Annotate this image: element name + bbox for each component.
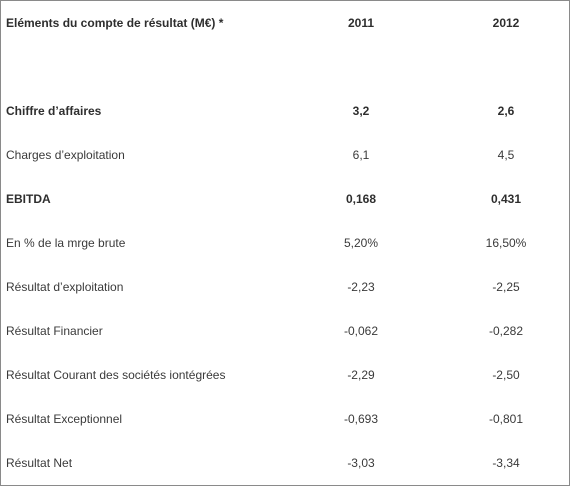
row-label: EBITDA	[6, 192, 51, 206]
row-value-2011: 6,1	[352, 148, 370, 162]
row-value-2011: 0,168	[345, 192, 377, 206]
table-row: Résultat Net -3,03 -3,34	[1, 453, 569, 473]
row-value-2012: 2,6	[497, 104, 515, 118]
row-value-2011: -0,693	[343, 412, 379, 426]
row-label: Charges d’exploitation	[6, 148, 125, 162]
row-label: Résultat Financier	[6, 324, 103, 338]
table-row: Résultat Exceptionnel -0,693 -0,801	[1, 409, 569, 429]
row-value-2011: -3,03	[347, 456, 375, 470]
row-value-2011: -2,23	[347, 280, 375, 294]
row-value-2012: 0,431	[490, 192, 522, 206]
table-row: Chiffre d’affaires 3,2 2,6	[1, 101, 569, 121]
table-row: Résultat Courant des sociétés iontégrées…	[1, 365, 569, 385]
row-value-2011: -0,062	[343, 324, 379, 338]
row-value-2012: -3,34	[492, 456, 520, 470]
table-header-row: Eléments du compte de résultat (M€) * 20…	[1, 13, 569, 33]
row-label: Résultat d’exploitation	[6, 280, 124, 294]
header-year-2012: 2012	[492, 16, 520, 30]
row-label: Résultat Exceptionnel	[6, 412, 123, 426]
header-label: Eléments du compte de résultat (M€) *	[6, 16, 224, 30]
table-row: En % de la mrge brute 5,20% 16,50%	[1, 233, 569, 253]
table-row: Charges d’exploitation 6,1 4,5	[1, 145, 569, 165]
row-value-2012: 16,50%	[485, 236, 527, 250]
row-value-2012: -2,25	[492, 280, 520, 294]
table-row: EBITDA 0,168 0,431	[1, 189, 569, 209]
row-value-2011: 5,20%	[343, 236, 379, 250]
row-value-2011: -2,29	[347, 368, 375, 382]
table-row: Résultat d’exploitation -2,23 -2,25	[1, 277, 569, 297]
row-label: Chiffre d’affaires	[6, 104, 102, 118]
row-value-2012: -0,282	[488, 324, 524, 338]
row-label: Résultat Courant des sociétés iontégrées	[6, 368, 226, 382]
row-label: En % de la mrge brute	[6, 236, 126, 250]
row-value-2012: -0,801	[488, 412, 524, 426]
row-value-2011: 3,2	[352, 104, 370, 118]
row-value-2012: -2,50	[492, 368, 520, 382]
table-row: Résultat Financier -0,062 -0,282	[1, 321, 569, 341]
row-value-2012: 4,5	[497, 148, 515, 162]
row-label: Résultat Net	[6, 456, 73, 470]
header-year-2011: 2011	[347, 16, 375, 30]
